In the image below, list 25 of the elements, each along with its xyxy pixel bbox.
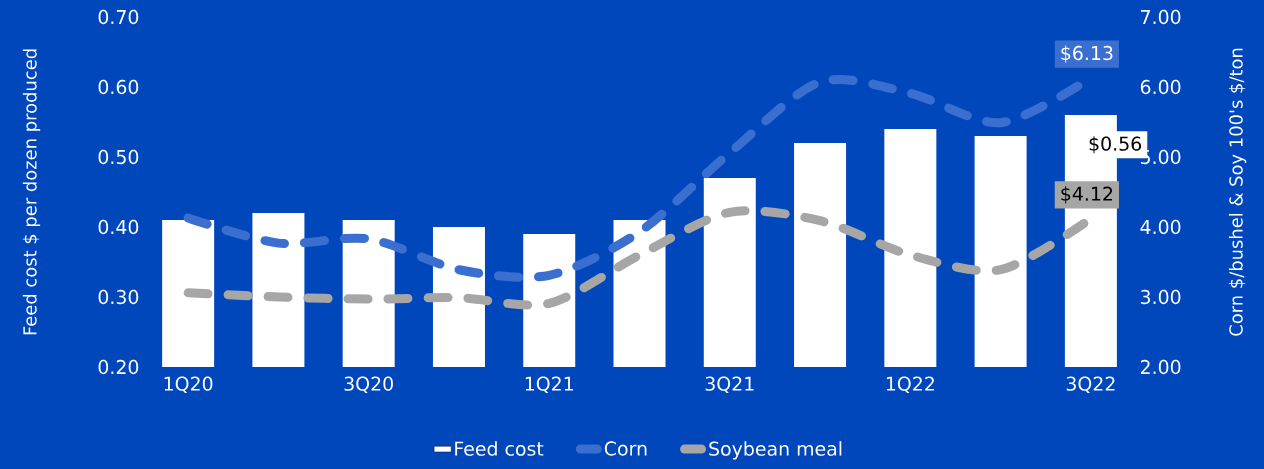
- x-tick-label: 1Q22: [886, 376, 934, 394]
- x-tick-label: 3Q20: [344, 376, 393, 394]
- y2-tick-label: 4.00: [1140, 219, 1181, 235]
- legend-label: Soybean meal: [709, 441, 842, 460]
- y2-tick-label: 7.00: [1141, 9, 1181, 25]
- legend-label: Corn: [604, 441, 647, 456]
- y-tick-label: 0.40: [98, 219, 139, 235]
- y-axis-title: Feed cost $ per dozen produced: [22, 49, 41, 335]
- y-tick-label: 0.30: [98, 289, 139, 305]
- x-tick-label: 3Q21: [705, 376, 754, 394]
- y-tick-label: 0.60: [98, 79, 139, 95]
- x-tick-label: 3Q22: [1066, 376, 1115, 394]
- y-tick-label: 0.50: [98, 149, 139, 165]
- y-tick-label: 0.70: [98, 9, 139, 25]
- legend-label: Feed cost: [455, 441, 544, 456]
- y2-tick-label: 2.00: [1140, 359, 1181, 375]
- data-label: $6.13: [1061, 45, 1113, 63]
- y2-axis-title: Corn $/bushel & Soy 100's $/ton: [1228, 48, 1247, 336]
- data-label: $0.56: [1089, 136, 1142, 154]
- data-label: $4.12: [1061, 186, 1113, 204]
- y-tick-label: 0.20: [98, 359, 139, 375]
- x-tick-label: 1Q21: [525, 376, 573, 394]
- y2-tick-label: 3.00: [1140, 289, 1181, 305]
- x-tick-label: 1Q20: [164, 376, 213, 394]
- y2-tick-label: 6.00: [1140, 79, 1181, 95]
